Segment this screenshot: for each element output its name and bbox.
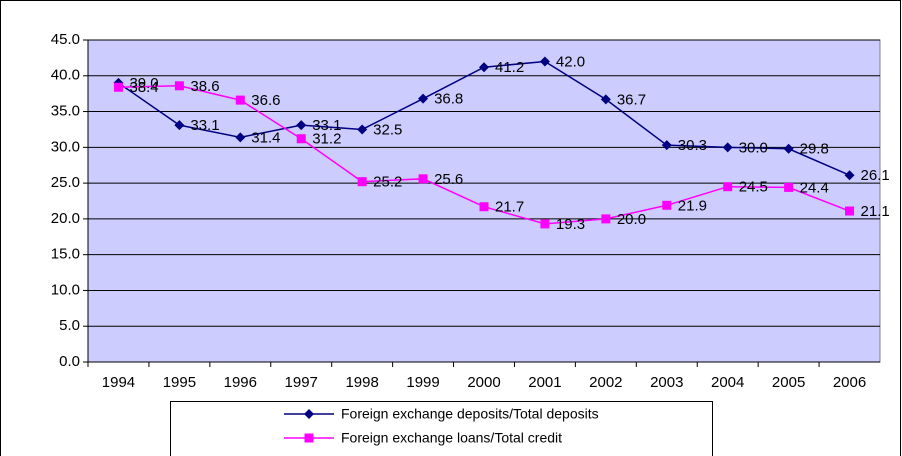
x-tick-label: 2006	[833, 374, 866, 391]
data-label: 29.8	[800, 141, 829, 158]
y-tick-label: 25.0	[51, 174, 80, 191]
data-point	[479, 202, 489, 212]
x-tick-label: 1994	[102, 374, 135, 391]
data-label: 36.7	[617, 91, 646, 108]
data-label: 30.0	[739, 139, 768, 156]
data-label: 25.6	[434, 171, 463, 188]
data-point	[784, 182, 794, 192]
data-point	[845, 206, 855, 216]
data-label: 21.9	[678, 197, 707, 214]
x-tick-label: 2000	[467, 374, 500, 391]
data-label: 38.4	[129, 79, 158, 96]
data-point	[479, 62, 489, 73]
y-tick-label: 30.0	[51, 138, 80, 155]
data-point	[723, 182, 733, 192]
x-tick-label: 2005	[772, 374, 805, 391]
data-label: 26.1	[861, 167, 890, 184]
data-point	[662, 200, 672, 210]
plot-area	[87, 39, 881, 363]
data-label: 24.4	[800, 179, 829, 196]
data-point	[540, 219, 550, 229]
x-tick-label: 1999	[406, 374, 439, 391]
data-label: 20.0	[617, 211, 646, 228]
y-tick-label: 40.0	[51, 67, 80, 84]
data-label: 32.5	[373, 121, 402, 138]
data-point	[113, 82, 123, 92]
data-point	[357, 177, 367, 187]
x-tick-label: 1996	[224, 374, 257, 391]
legend: Foreign exchange deposits/Total deposits…	[170, 401, 713, 456]
data-point	[601, 214, 611, 224]
data-label: 36.8	[434, 91, 463, 108]
data-label: 21.1	[861, 203, 890, 220]
data-point	[539, 56, 550, 67]
x-tick-label: 2003	[650, 374, 683, 391]
x-tick-label: 2001	[528, 374, 561, 391]
y-tick-label: 15.0	[51, 246, 80, 263]
y-tick-label: 35.0	[51, 103, 80, 120]
data-label: 31.4	[251, 129, 280, 146]
data-point	[600, 94, 611, 105]
data-label: 38.6	[190, 78, 219, 95]
data-point	[783, 143, 794, 154]
legend-label: Foreign exchange loans/Total credit	[341, 430, 562, 446]
y-tick-label: 5.0	[59, 317, 80, 334]
data-label: 41.2	[495, 59, 524, 76]
data-point	[357, 124, 368, 135]
data-point	[296, 120, 307, 131]
x-tick-label: 1998	[345, 374, 378, 391]
y-tick-label: 20.0	[51, 210, 80, 227]
data-point	[174, 81, 184, 91]
data-label: 19.3	[556, 216, 585, 233]
data-label: 30.3	[678, 137, 707, 154]
data-point	[722, 142, 733, 153]
data-label: 42.0	[556, 53, 585, 70]
data-label: 21.7	[495, 199, 524, 216]
data-label: 31.2	[312, 131, 341, 148]
x-tick-label: 1997	[285, 374, 318, 391]
x-tick-label: 1995	[163, 374, 196, 391]
data-label: 39.0	[129, 75, 158, 92]
data-point	[174, 120, 185, 131]
data-label: 36.6	[251, 92, 280, 109]
data-point	[661, 140, 672, 151]
data-point	[235, 95, 245, 105]
legend-box	[170, 401, 713, 456]
y-tick-label: 10.0	[51, 281, 80, 298]
x-tick-label: 2002	[589, 374, 622, 391]
data-point	[418, 93, 429, 104]
legend-label: Foreign exchange deposits/Total deposits	[341, 406, 599, 422]
data-label: 33.1	[312, 117, 341, 134]
legend-marker	[304, 433, 314, 443]
data-point	[296, 134, 306, 144]
data-point	[844, 170, 855, 181]
legend-marker	[304, 409, 314, 419]
x-tick-label: 2004	[711, 374, 744, 391]
data-point	[235, 132, 246, 143]
data-point	[418, 174, 428, 184]
y-tick-label: 45.0	[51, 31, 80, 48]
data-label: 24.5	[739, 179, 768, 196]
data-label: 33.1	[190, 117, 219, 134]
data-label: 25.2	[373, 174, 402, 191]
y-tick-label: 0.0	[59, 353, 80, 370]
